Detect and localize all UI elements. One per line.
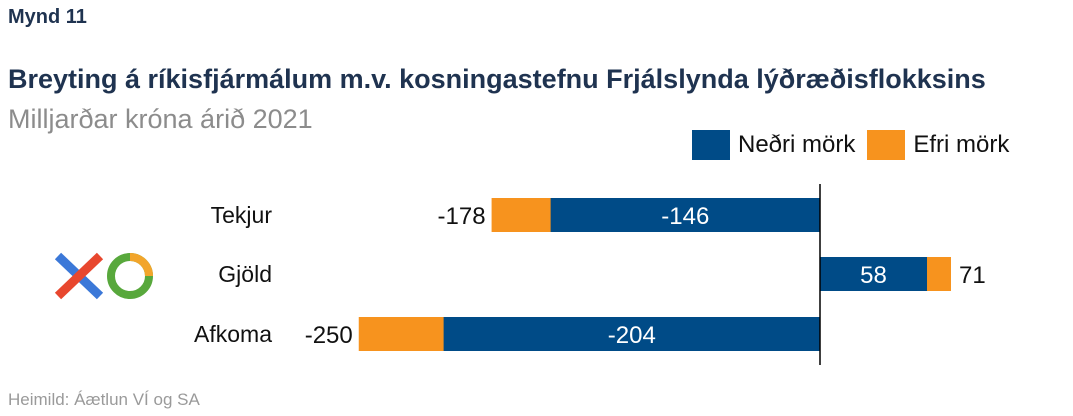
legend-item-lower: Neðri mörk: [692, 130, 855, 160]
legend-swatch-upper: [867, 130, 906, 160]
legend-item-upper: Efri mörk: [867, 130, 1009, 160]
legend: Neðri mörk Efri mörk: [692, 130, 1021, 160]
category-label-tekjur: Tekjur: [211, 202, 273, 228]
data-label-upper-afkoma: -250: [305, 322, 353, 349]
legend-label-upper: Efri mörk: [913, 131, 1010, 158]
chart-subtitle: Milljarðar króna árið 2021: [8, 104, 313, 134]
data-label-upper-tekjur: -178: [438, 203, 486, 230]
data-label-upper-gjöld: 71: [959, 262, 986, 289]
legend-swatch-lower: [692, 130, 730, 160]
source-note: Heimild: Áætlun VÍ og SA: [8, 390, 200, 409]
category-label-gjöld: Gjöld: [218, 261, 272, 287]
bar-lower-afkoma: [443, 317, 820, 351]
data-label-lower-tekjur: -146: [661, 203, 709, 230]
bar-lower-gjöld: [820, 257, 928, 291]
xo-logo-icon: [54, 252, 153, 300]
legend-label-lower: Neðri mörk: [738, 131, 856, 158]
bar-lower-tekjur: [550, 198, 820, 232]
category-label-afkoma: Afkoma: [194, 321, 272, 347]
chart-title: Breyting á ríkisfjármálum m.v. kosningas…: [8, 64, 986, 94]
data-label-lower-afkoma: -204: [608, 322, 656, 349]
figure-label: Mynd 11: [8, 6, 87, 28]
data-label-lower-gjöld: 58: [860, 262, 887, 289]
